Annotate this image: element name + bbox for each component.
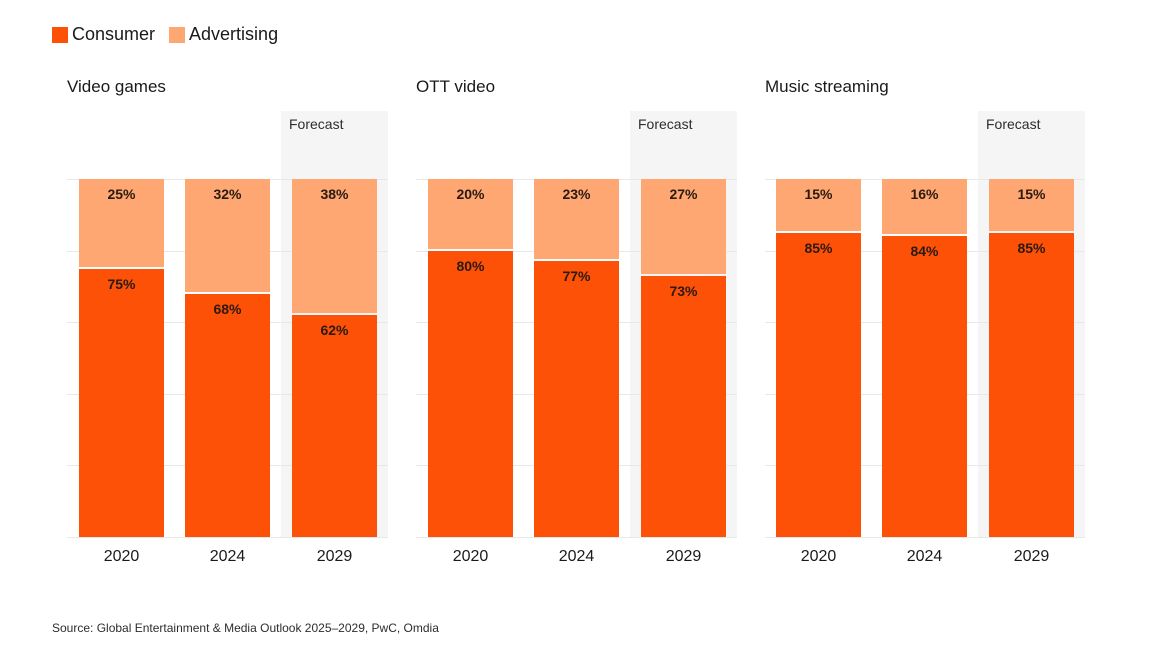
x-tick-2020: 2020	[103, 548, 140, 565]
x-tick-2020: 2020	[800, 548, 837, 565]
bar-consumer-2029	[989, 232, 1074, 537]
panel-title-video-games: Video games	[67, 77, 166, 96]
x-tick-2020: 2020	[452, 548, 489, 565]
bar-advertising-2029	[292, 179, 377, 314]
data-label-advertising-2020: 15%	[804, 186, 833, 202]
data-label-consumer-2029: 85%	[1017, 239, 1046, 256]
gridline	[765, 537, 1085, 538]
legend: Consumer Advertising	[52, 24, 292, 45]
data-label-consumer-2024: 84%	[910, 243, 939, 260]
data-label-consumer-2024: 77%	[562, 268, 591, 285]
data-label-advertising-2024: 32%	[213, 186, 242, 202]
bar-consumer-2029	[292, 315, 377, 537]
panel-title-music-streaming: Music streaming	[765, 77, 889, 96]
x-tick-2029: 2029	[665, 548, 702, 565]
panel-title-ott-video: OTT video	[416, 77, 496, 96]
legend-label-advertising: Advertising	[189, 24, 279, 44]
forecast-label: Forecast	[289, 116, 344, 132]
data-label-advertising-2029: 27%	[669, 186, 698, 202]
bar-consumer-2024	[185, 293, 270, 537]
data-label-advertising-2020: 25%	[107, 186, 136, 202]
data-label-consumer-2029: 62%	[320, 322, 349, 339]
bar-consumer-2020	[79, 268, 164, 537]
source-note: Source: Global Entertainment & Media Out…	[52, 621, 439, 635]
data-label-consumer-2024: 68%	[213, 300, 242, 317]
forecast-label: Forecast	[638, 116, 693, 132]
legend-item-advertising: Advertising	[169, 24, 278, 45]
bar-consumer-2020	[776, 232, 861, 537]
data-label-consumer-2029: 73%	[669, 282, 698, 299]
data-label-advertising-2029: 15%	[1017, 186, 1046, 202]
bar-advertising-2024	[882, 179, 967, 235]
x-tick-2024: 2024	[906, 548, 943, 565]
bar-consumer-2020	[428, 250, 513, 537]
data-label-advertising-2024: 16%	[910, 186, 939, 202]
bar-advertising-2020	[79, 179, 164, 267]
bar-advertising-2029	[989, 179, 1074, 231]
data-label-advertising-2024: 23%	[562, 186, 591, 202]
data-label-consumer-2020: 85%	[804, 239, 833, 256]
legend-swatch-consumer	[52, 26, 68, 43]
data-label-consumer-2020: 75%	[107, 275, 136, 292]
bar-advertising-2024	[534, 179, 619, 260]
bar-advertising-2020	[428, 179, 513, 249]
gridline	[67, 537, 388, 538]
x-tick-2029: 2029	[316, 548, 353, 565]
forecast-label: Forecast	[986, 116, 1041, 132]
gridline	[416, 537, 737, 538]
bar-advertising-2024	[185, 179, 270, 292]
x-tick-2029: 2029	[1013, 548, 1050, 565]
x-tick-2024: 2024	[558, 548, 595, 565]
bar-consumer-2029	[641, 275, 726, 537]
bar-consumer-2024	[534, 261, 619, 537]
data-label-consumer-2020: 80%	[456, 257, 485, 274]
data-label-advertising-2020: 20%	[456, 186, 485, 202]
legend-item-consumer: Consumer	[52, 24, 155, 45]
data-label-advertising-2029: 38%	[320, 186, 349, 202]
bar-advertising-2029	[641, 179, 726, 274]
bar-advertising-2020	[776, 179, 861, 231]
legend-label-consumer: Consumer	[72, 24, 156, 44]
legend-swatch-advertising	[169, 26, 186, 43]
x-tick-2024: 2024	[209, 548, 246, 565]
bar-consumer-2024	[882, 236, 967, 537]
